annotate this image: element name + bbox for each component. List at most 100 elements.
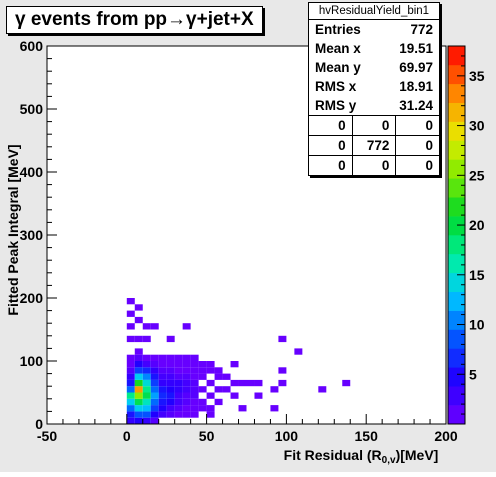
stats-label: RMS y — [315, 98, 357, 113]
heatmap-bin — [126, 392, 135, 399]
stats-value: 772 — [410, 22, 433, 37]
heatmap-bin — [158, 373, 167, 380]
heatmap-bin — [150, 367, 159, 374]
heatmap-bin — [126, 398, 135, 406]
heatmap-bin — [126, 386, 135, 393]
heatmap-bin — [126, 379, 135, 387]
heatmap-bin — [182, 323, 191, 330]
heatmap-bin — [142, 392, 151, 399]
heatmap-bin — [166, 411, 175, 418]
heatmap-bin — [238, 405, 247, 412]
heatmap-bin — [174, 411, 183, 418]
heatmap-bin — [142, 386, 151, 393]
heatmap-bin — [254, 392, 263, 399]
stats-row: RMS y 31.24 — [309, 96, 439, 115]
heatmap-bin — [134, 304, 143, 311]
heatmap-bin — [206, 405, 215, 412]
heatmap-bin — [142, 417, 151, 424]
colorbar-band — [448, 83, 465, 103]
heatmap-bin — [158, 386, 167, 393]
colorbar-band — [448, 386, 465, 406]
heatmap-bin — [166, 405, 175, 412]
heatmap-bin — [142, 367, 151, 374]
heatmap-bin — [190, 411, 199, 418]
heatmap-bin — [198, 367, 207, 374]
heatmap-bin — [166, 386, 175, 393]
heatmap-bin — [166, 379, 175, 387]
stats-label: Mean x — [315, 41, 361, 56]
heatmap-bin — [134, 392, 143, 399]
heatmap-bin — [126, 411, 135, 418]
colorbar-band — [448, 329, 465, 349]
heatmap-bin — [230, 361, 239, 368]
heatmap-bin — [142, 379, 151, 387]
heatmap-bin — [206, 367, 215, 374]
heatmap-bin — [150, 417, 159, 424]
heatmap-bin — [142, 361, 151, 368]
heatmap-bin — [214, 373, 223, 380]
heatmap-bin — [190, 392, 199, 399]
stats-label: Entries — [315, 22, 361, 37]
heatmap-bin — [238, 379, 247, 387]
heatmap-bin — [150, 379, 159, 387]
overflow-cell: 772 — [353, 136, 397, 155]
colorbar-band — [448, 140, 465, 160]
heatmap-bin — [174, 398, 183, 406]
heatmap-bin — [318, 386, 327, 393]
y-tick-label: 500 — [20, 101, 44, 117]
colorbar-tick-label: 35 — [469, 68, 485, 84]
heatmap-bin — [342, 379, 351, 387]
heatmap-bin — [278, 367, 287, 374]
heatmap-bin — [190, 367, 199, 374]
colorbar-tick-label: 5 — [469, 366, 477, 382]
heatmap-bin — [278, 335, 287, 343]
heatmap-bin — [278, 379, 287, 387]
colorbar-band — [448, 310, 465, 330]
heatmap-bin — [158, 398, 167, 406]
heatmap-bin — [214, 386, 223, 393]
colorbar-band — [448, 291, 465, 311]
heatmap-bin — [230, 379, 239, 387]
colorbar-band — [448, 102, 465, 122]
heatmap-bin — [150, 405, 159, 412]
x-tick-label: 50 — [199, 428, 215, 444]
heatmap-bin — [142, 323, 151, 330]
heatmap-bin — [166, 361, 175, 368]
heatmap-bin — [190, 386, 199, 393]
heatmap-bin — [126, 298, 135, 305]
heatmap-bin — [182, 379, 191, 387]
heatmap-bin — [270, 386, 279, 393]
heatmap-bin — [198, 361, 207, 368]
heatmap-bin — [182, 373, 191, 380]
heatmap-bin — [174, 405, 183, 412]
heatmap-bin — [206, 379, 215, 387]
heatmap-bin — [182, 354, 191, 361]
stats-box: hvResidualYield_bin1 Entries 772 Mean x 19.… — [308, 2, 440, 176]
colorbar-band — [448, 367, 465, 387]
overflow-cell: 0 — [353, 156, 397, 175]
heatmap-bin — [126, 335, 135, 343]
heatmap-bin — [134, 361, 143, 368]
heatmap-bin — [206, 392, 215, 399]
heatmap-bin — [150, 361, 159, 368]
heatmap-bin — [182, 386, 191, 393]
heatmap-bin — [190, 398, 199, 406]
overflow-row: 0 772 0 — [309, 135, 439, 155]
heatmap-bin — [190, 405, 199, 412]
heatmap-bin — [150, 392, 159, 399]
stats-value: 18.91 — [399, 79, 433, 94]
heatmap-bin — [206, 411, 215, 418]
colorbar-band — [448, 253, 465, 274]
heatmap-bin — [174, 354, 183, 361]
heatmap-bin — [198, 398, 207, 406]
heatmap-bin — [150, 323, 159, 330]
heatmap-bin — [150, 386, 159, 393]
heatmap-bin — [166, 392, 175, 399]
heatmap-bin — [126, 310, 135, 317]
heatmap-bin — [198, 373, 207, 380]
x-tick-label: -50 — [37, 428, 57, 444]
heatmap-bin — [158, 411, 167, 418]
